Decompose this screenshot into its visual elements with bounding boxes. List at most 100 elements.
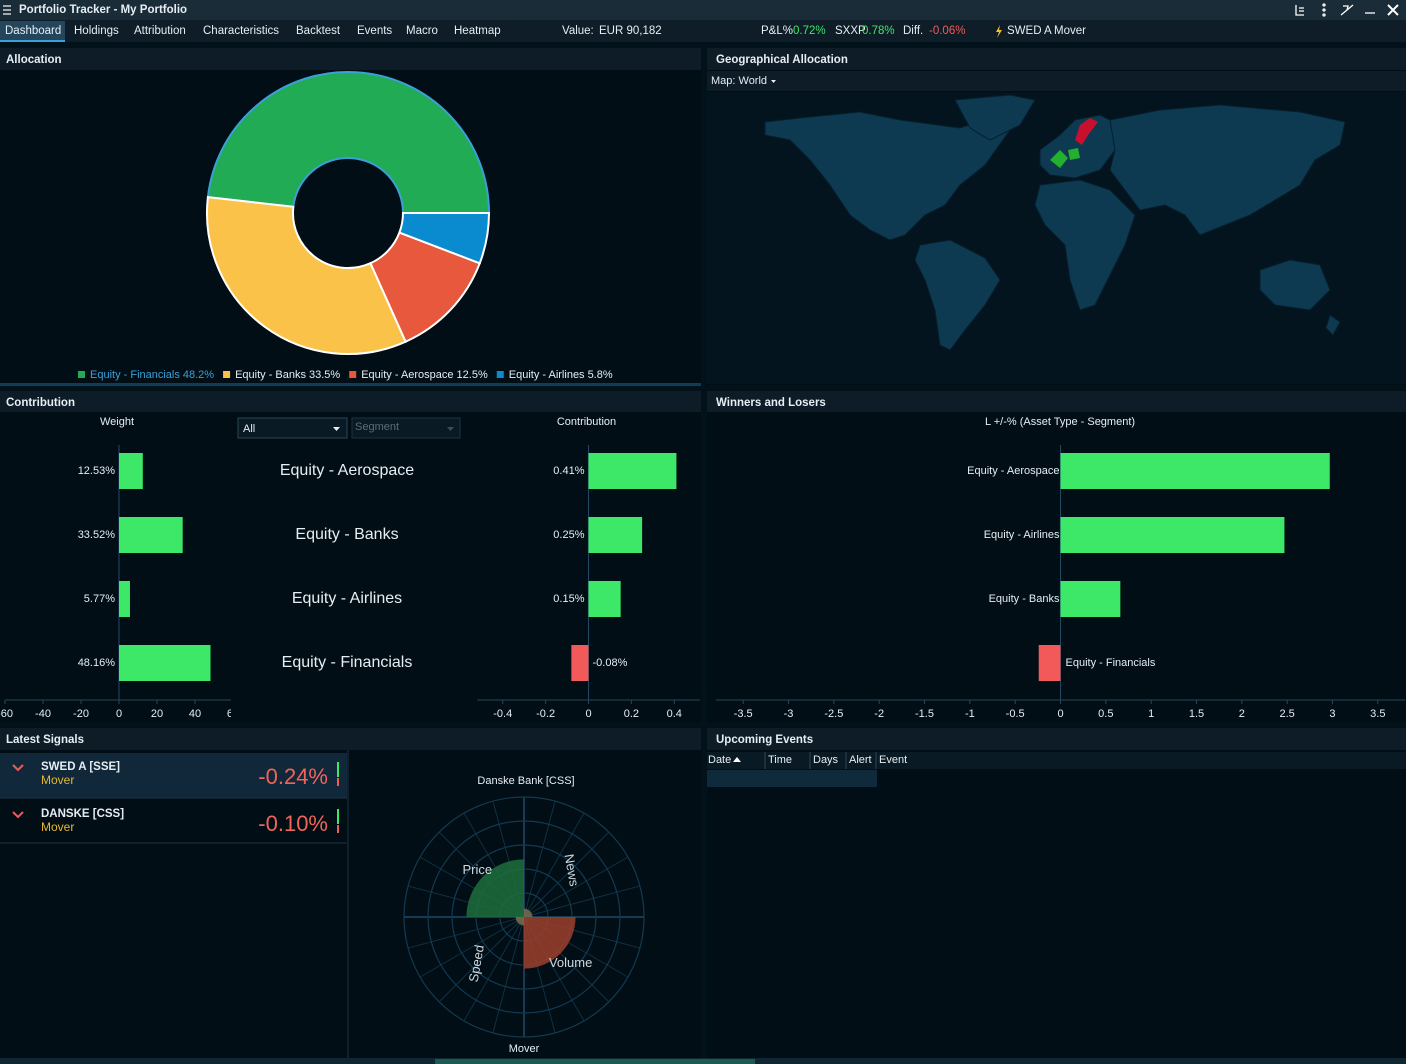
legend-label[interactable]: Equity - Financials xyxy=(90,369,180,381)
table-row[interactable] xyxy=(707,770,877,787)
table-header xyxy=(707,752,1406,769)
icon-tree[interactable] xyxy=(1295,5,1304,16)
spoke xyxy=(492,916,525,1034)
bar[interactable] xyxy=(588,453,677,489)
alert-name[interactable]: SWED A xyxy=(1007,25,1052,37)
spoke xyxy=(523,812,585,918)
alert-type: Mover xyxy=(1054,25,1086,37)
pie-slice[interactable] xyxy=(206,195,407,356)
column-header[interactable]: Alert xyxy=(849,754,872,766)
bar[interactable] xyxy=(1060,453,1330,489)
signal-row-selected[interactable] xyxy=(0,753,347,798)
panel-title: Winners and Losers xyxy=(716,397,826,409)
tab[interactable]: Events xyxy=(357,25,392,37)
polar-sector[interactable] xyxy=(466,859,524,917)
tab[interactable]: Holdings xyxy=(74,25,119,37)
panel-title: Geographical Allocation xyxy=(716,54,848,66)
category-label: Equity - Airlines xyxy=(984,529,1060,541)
icon-pin[interactable] xyxy=(1340,4,1354,16)
tab[interactable]: Characteristics xyxy=(203,25,279,37)
legend-value: 12.5% xyxy=(457,369,488,381)
pie-slice[interactable] xyxy=(369,231,482,344)
bar[interactable] xyxy=(571,645,589,681)
legend-label[interactable]: Equity - Airlines xyxy=(509,369,585,381)
category-label: Equity - Aerospace xyxy=(280,462,414,479)
signal-name[interactable]: SWED A [SSE] xyxy=(41,761,120,773)
title-bar xyxy=(0,0,1406,20)
legend-swatch xyxy=(223,371,231,378)
pl-label: P&L% xyxy=(761,25,793,37)
map-highlight xyxy=(1050,150,1068,168)
value-label: 0.15% xyxy=(553,593,584,605)
x-tick-label: 40 xyxy=(189,708,201,720)
column-header[interactable]: Date xyxy=(708,754,731,766)
pie-slice[interactable] xyxy=(398,212,491,265)
tab[interactable]: Macro xyxy=(406,25,438,37)
polar-sector[interactable] xyxy=(515,917,524,926)
bar[interactable] xyxy=(119,453,143,489)
legend-label[interactable]: Equity - Aerospace xyxy=(361,369,453,381)
category-label: Equity - Banks xyxy=(295,526,398,543)
x-tick-label: -0.5 xyxy=(1006,708,1025,720)
value-label: 0.41% xyxy=(553,465,584,477)
polar-sector[interactable] xyxy=(524,917,576,969)
polar-sector[interactable] xyxy=(524,908,533,917)
ring xyxy=(451,844,597,990)
bar[interactable] xyxy=(1060,517,1285,553)
value-label: 33.52% xyxy=(78,529,116,541)
polar-label: News xyxy=(562,853,583,888)
tab[interactable]: Backtest xyxy=(296,25,341,37)
x-tick-label: 0.4 xyxy=(667,708,682,720)
map-highlight xyxy=(1068,148,1080,160)
tab[interactable]: Heatmap xyxy=(454,25,501,37)
x-tick-label: -2 xyxy=(874,708,884,720)
column-header[interactable]: Event xyxy=(879,754,907,766)
tab[interactable]: Dashboard xyxy=(5,25,61,37)
bar[interactable] xyxy=(1038,645,1061,681)
sort-indicator xyxy=(733,757,741,762)
bar[interactable] xyxy=(588,517,643,553)
pie-slice[interactable] xyxy=(206,71,491,214)
signal-name[interactable]: DANSKE [CSS] xyxy=(41,808,124,820)
icon-close[interactable] xyxy=(1387,4,1399,16)
active-tab[interactable] xyxy=(0,21,65,41)
icon-more[interactable] xyxy=(1322,3,1326,7)
legend-label[interactable]: Equity - Banks xyxy=(235,369,306,381)
x-tick-label: -0.4 xyxy=(493,708,512,720)
x-tick-label: 3.5 xyxy=(1370,708,1385,720)
x-tick-label: -40 xyxy=(35,708,51,720)
x-tick-label: 1.5 xyxy=(1189,708,1204,720)
axis: -0.4 -0.2 0 0.2 0.4 xyxy=(477,445,700,720)
pl-value: 0.72% xyxy=(793,25,826,37)
signal-arrow xyxy=(12,764,24,772)
bar[interactable] xyxy=(119,517,183,553)
diff-label: Diff. xyxy=(903,25,923,37)
x-tick-label: 0 xyxy=(116,708,122,720)
filter-dropdown[interactable] xyxy=(237,417,348,439)
spoke xyxy=(523,831,610,918)
x-tick-label: -0.2 xyxy=(536,708,555,720)
alert-icon xyxy=(996,25,1002,38)
active-tab-underline xyxy=(0,40,65,42)
value-label: 12.53% xyxy=(78,465,116,477)
map-selector[interactable]: Map: World xyxy=(711,75,767,87)
segment-dropdown[interactable] xyxy=(351,417,461,439)
column-header[interactable]: Days xyxy=(813,754,839,766)
menu-icon[interactable] xyxy=(3,5,11,15)
tab[interactable]: Attribution xyxy=(134,25,186,37)
spoke xyxy=(419,916,525,978)
panel-title: Contribution xyxy=(6,397,75,409)
bar[interactable] xyxy=(119,645,211,681)
category-label: Equity - Aerospace xyxy=(967,465,1059,477)
x-tick-label: -1 xyxy=(965,708,975,720)
bar[interactable] xyxy=(119,581,130,617)
bar[interactable] xyxy=(588,581,621,617)
column-header[interactable]: Time xyxy=(768,754,792,766)
bar[interactable] xyxy=(1060,581,1121,617)
spoke xyxy=(463,916,525,1022)
spoke xyxy=(407,916,525,949)
x-tick-label: 0 xyxy=(1057,708,1063,720)
diff-value: -0.06% xyxy=(929,25,965,37)
x-tick-label: -3 xyxy=(784,708,794,720)
